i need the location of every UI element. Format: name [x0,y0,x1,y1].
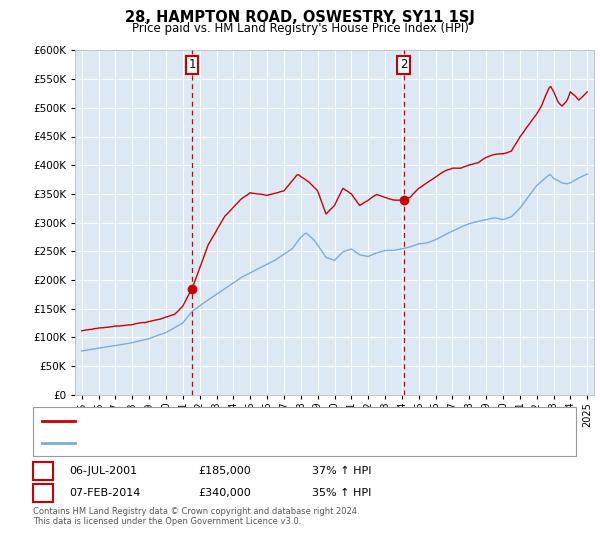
Text: £340,000: £340,000 [198,488,251,498]
Text: 28, HAMPTON ROAD, OSWESTRY, SY11 1SJ (detached house): 28, HAMPTON ROAD, OSWESTRY, SY11 1SJ (de… [80,416,413,426]
Text: 2: 2 [400,58,407,71]
Text: £185,000: £185,000 [198,466,251,476]
Text: 35% ↑ HPI: 35% ↑ HPI [312,488,371,498]
Text: 2: 2 [40,487,47,500]
Text: 06-JUL-2001: 06-JUL-2001 [69,466,137,476]
Text: 1: 1 [40,464,47,478]
Text: 1: 1 [188,58,196,71]
Text: Contains HM Land Registry data © Crown copyright and database right 2024.
This d: Contains HM Land Registry data © Crown c… [33,507,359,526]
Text: HPI: Average price, detached house, Shropshire: HPI: Average price, detached house, Shro… [80,437,341,447]
Text: 07-FEB-2014: 07-FEB-2014 [69,488,140,498]
Text: Price paid vs. HM Land Registry's House Price Index (HPI): Price paid vs. HM Land Registry's House … [131,22,469,35]
Text: 37% ↑ HPI: 37% ↑ HPI [312,466,371,476]
Text: 28, HAMPTON ROAD, OSWESTRY, SY11 1SJ: 28, HAMPTON ROAD, OSWESTRY, SY11 1SJ [125,10,475,25]
